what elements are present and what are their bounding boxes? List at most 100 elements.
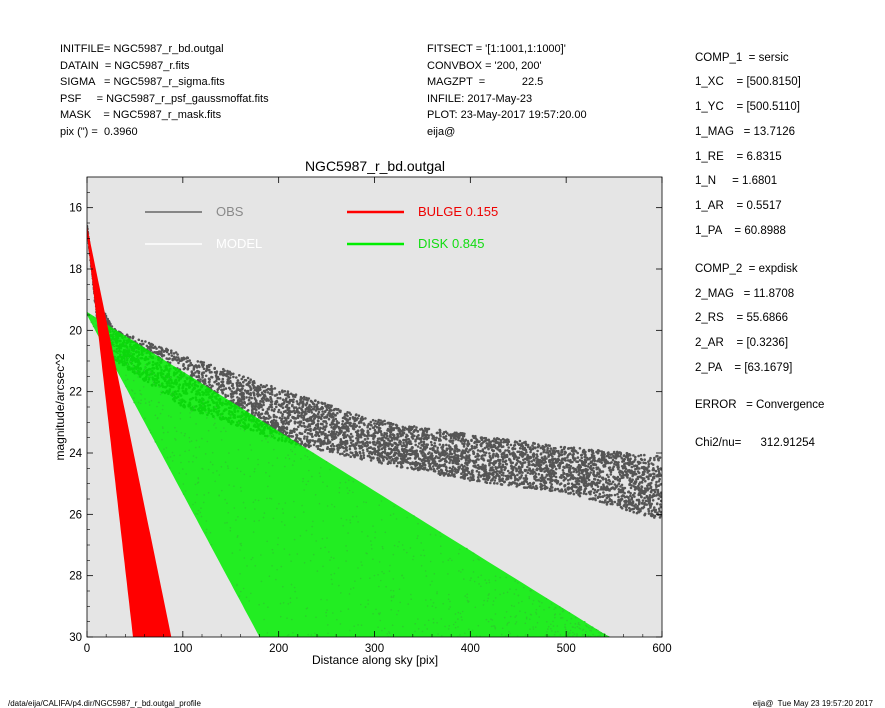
obs-point — [366, 449, 369, 453]
obs-point — [236, 398, 240, 402]
obs-point — [409, 428, 413, 432]
obs-point — [587, 449, 591, 453]
obs-point — [415, 426, 418, 429]
obs-point — [494, 454, 498, 458]
obs-point — [327, 417, 331, 421]
obs-point — [651, 468, 655, 472]
obs-point — [202, 361, 206, 364]
obs-point — [647, 465, 650, 468]
obs-point — [474, 446, 477, 449]
obs-point — [203, 379, 207, 383]
obs-point — [331, 442, 335, 446]
obs-point — [519, 468, 522, 472]
obs-point — [437, 466, 441, 469]
obs-point — [279, 405, 283, 408]
obs-point — [430, 443, 434, 447]
obs-point — [637, 482, 641, 486]
obs-point — [412, 425, 416, 428]
obs-point — [343, 450, 346, 453]
obs-point — [605, 479, 608, 482]
obs-point — [397, 452, 401, 456]
obs-point — [470, 472, 473, 476]
obs-point — [432, 469, 436, 473]
obs-point — [461, 437, 464, 440]
obs-point — [251, 380, 255, 384]
obs-point — [230, 384, 234, 388]
obs-point — [639, 453, 643, 457]
obs-point — [575, 489, 579, 493]
obs-point — [656, 454, 659, 458]
obs-point — [374, 419, 377, 423]
param-line: 1_YC = [500.5110] — [695, 101, 800, 113]
obs-point — [422, 432, 426, 435]
obs-point — [269, 397, 273, 401]
obs-point — [325, 442, 328, 445]
obs-point — [254, 405, 258, 408]
obs-point — [410, 435, 414, 438]
obs-point — [580, 453, 583, 457]
obs-point — [652, 508, 656, 512]
obs-point — [645, 475, 649, 479]
obs-point — [647, 477, 650, 481]
obs-point — [492, 443, 496, 447]
obs-point — [572, 476, 576, 479]
obs-point — [328, 447, 332, 451]
obs-point — [509, 443, 513, 447]
obs-point — [419, 446, 422, 450]
obs-point — [545, 444, 548, 448]
obs-point — [344, 439, 348, 443]
obs-point — [476, 479, 479, 483]
obs-point — [640, 481, 644, 484]
obs-point — [201, 380, 204, 383]
obs-point — [517, 456, 521, 460]
obs-point — [511, 447, 515, 451]
obs-point — [369, 459, 373, 462]
obs-point — [588, 457, 591, 461]
obs-point — [607, 488, 611, 492]
obs-point — [395, 426, 398, 430]
obs-point — [536, 449, 539, 453]
obs-point — [638, 500, 641, 503]
obs-point — [509, 464, 513, 468]
obs-point — [477, 473, 481, 477]
obs-point — [281, 413, 285, 416]
obs-point — [626, 503, 629, 507]
obs-point — [438, 428, 442, 432]
obs-point — [185, 357, 188, 360]
obs-point — [467, 442, 471, 446]
obs-point — [648, 459, 652, 462]
obs-point — [221, 389, 224, 393]
obs-point — [654, 469, 658, 473]
obs-point — [491, 439, 495, 443]
obs-point — [291, 410, 294, 413]
obs-point — [336, 444, 340, 447]
obs-point — [433, 449, 437, 453]
obs-point — [450, 455, 454, 459]
obs-point — [330, 430, 334, 433]
obs-point — [211, 384, 214, 388]
obs-point — [429, 440, 433, 444]
obs-point — [308, 407, 312, 411]
obs-point — [170, 351, 173, 355]
obs-point — [613, 483, 617, 486]
obs-point — [563, 466, 566, 470]
obs-point — [307, 410, 311, 414]
obs-point — [260, 391, 264, 395]
obs-point — [557, 451, 560, 455]
obs-point — [491, 477, 495, 481]
obs-point — [546, 446, 549, 450]
obs-point — [213, 380, 216, 384]
obs-point — [324, 434, 328, 438]
obs-point — [335, 420, 339, 423]
param-line: 1_AR = 0.5517 — [695, 200, 782, 212]
obs-point — [278, 392, 282, 396]
obs-point — [507, 446, 511, 449]
obs-point — [264, 417, 268, 420]
obs-point — [320, 433, 324, 436]
obs-point — [311, 414, 315, 418]
obs-point — [366, 454, 370, 458]
obs-point — [358, 441, 362, 444]
obs-point — [588, 492, 592, 495]
obs-point — [201, 371, 204, 375]
